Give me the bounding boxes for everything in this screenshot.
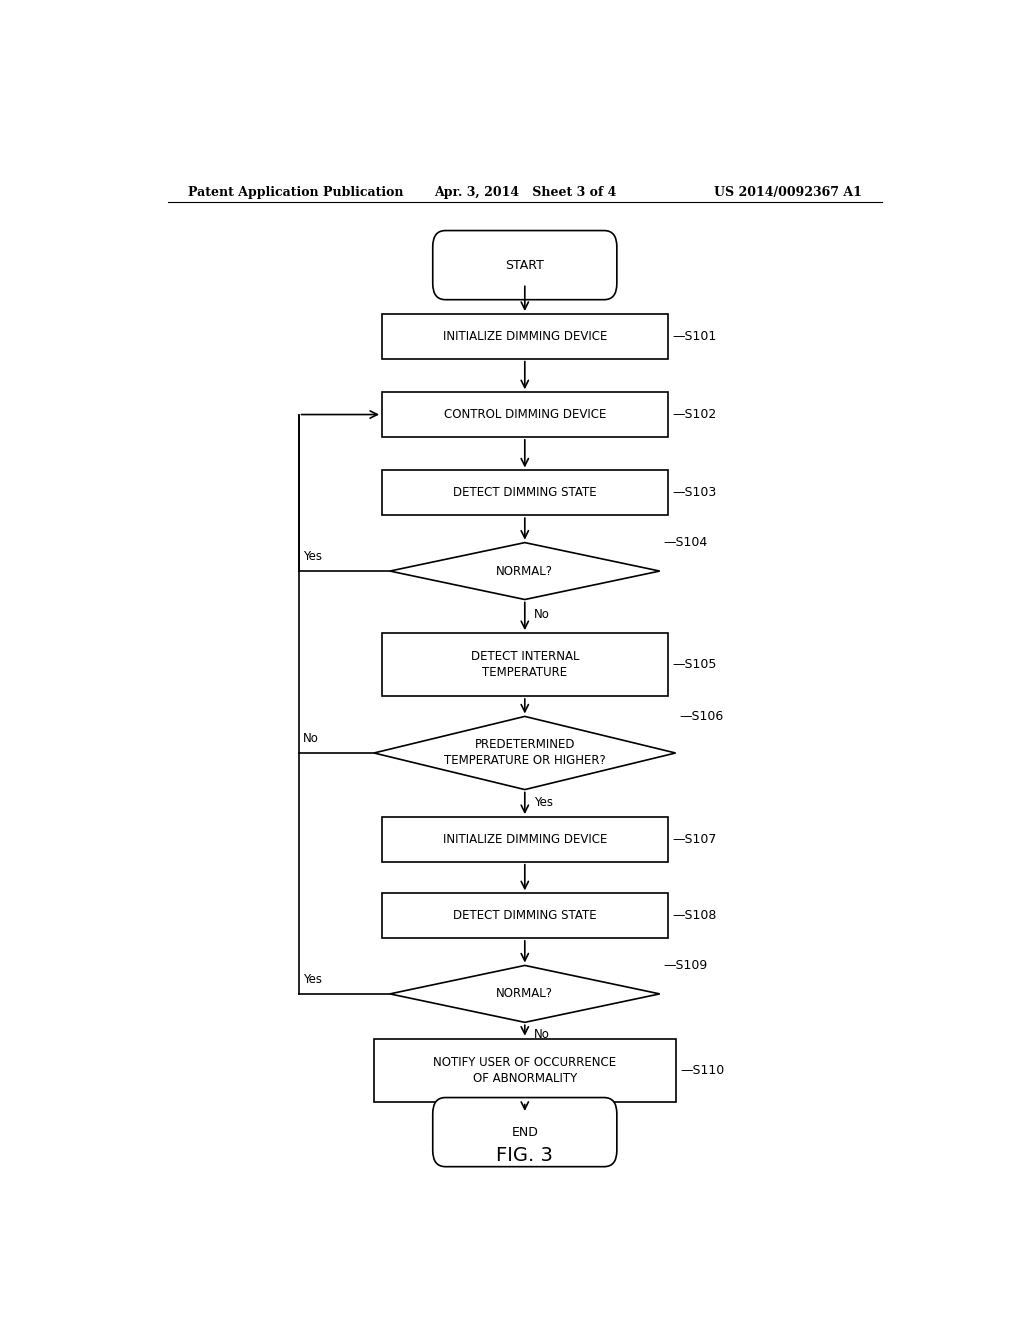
Text: —S104: —S104 bbox=[664, 536, 708, 549]
FancyBboxPatch shape bbox=[374, 1039, 676, 1102]
FancyBboxPatch shape bbox=[382, 817, 668, 862]
FancyBboxPatch shape bbox=[382, 314, 668, 359]
Polygon shape bbox=[390, 543, 659, 599]
Text: No: No bbox=[535, 1028, 550, 1041]
FancyBboxPatch shape bbox=[382, 470, 668, 515]
Text: INITIALIZE DIMMING DEVICE: INITIALIZE DIMMING DEVICE bbox=[442, 330, 607, 343]
Text: DETECT DIMMING STATE: DETECT DIMMING STATE bbox=[453, 909, 597, 923]
FancyBboxPatch shape bbox=[382, 894, 668, 939]
FancyBboxPatch shape bbox=[433, 231, 616, 300]
Text: —S102: —S102 bbox=[673, 408, 717, 421]
Text: —S108: —S108 bbox=[673, 909, 717, 923]
Text: END: END bbox=[511, 1126, 539, 1139]
Text: DETECT DIMMING STATE: DETECT DIMMING STATE bbox=[453, 486, 597, 499]
Text: —S105: —S105 bbox=[673, 659, 717, 671]
Text: US 2014/0092367 A1: US 2014/0092367 A1 bbox=[714, 186, 862, 199]
Text: —S103: —S103 bbox=[673, 486, 717, 499]
Text: Yes: Yes bbox=[535, 796, 553, 809]
Text: PREDETERMINED
TEMPERATURE OR HIGHER?: PREDETERMINED TEMPERATURE OR HIGHER? bbox=[444, 738, 605, 767]
Text: INITIALIZE DIMMING DEVICE: INITIALIZE DIMMING DEVICE bbox=[442, 833, 607, 846]
Text: Yes: Yes bbox=[303, 973, 322, 986]
Text: NORMAL?: NORMAL? bbox=[497, 987, 553, 1001]
Text: No: No bbox=[303, 731, 318, 744]
Text: START: START bbox=[506, 259, 544, 272]
Polygon shape bbox=[374, 717, 676, 789]
Text: Patent Application Publication: Patent Application Publication bbox=[187, 186, 403, 199]
FancyBboxPatch shape bbox=[382, 392, 668, 437]
FancyBboxPatch shape bbox=[382, 634, 668, 696]
Polygon shape bbox=[390, 965, 659, 1022]
Text: CONTROL DIMMING DEVICE: CONTROL DIMMING DEVICE bbox=[443, 408, 606, 421]
Text: —S101: —S101 bbox=[673, 330, 717, 343]
FancyBboxPatch shape bbox=[433, 1097, 616, 1167]
Text: —S106: —S106 bbox=[680, 710, 724, 723]
Text: —S109: —S109 bbox=[664, 958, 708, 972]
Text: Yes: Yes bbox=[303, 550, 322, 562]
Text: DETECT INTERNAL
TEMPERATURE: DETECT INTERNAL TEMPERATURE bbox=[471, 649, 579, 678]
Text: —S107: —S107 bbox=[673, 833, 717, 846]
Text: Apr. 3, 2014   Sheet 3 of 4: Apr. 3, 2014 Sheet 3 of 4 bbox=[433, 186, 616, 199]
Text: No: No bbox=[535, 607, 550, 620]
Text: NOTIFY USER OF OCCURRENCE
OF ABNORMALITY: NOTIFY USER OF OCCURRENCE OF ABNORMALITY bbox=[433, 1056, 616, 1085]
Text: NORMAL?: NORMAL? bbox=[497, 565, 553, 578]
Text: —S110: —S110 bbox=[680, 1064, 725, 1077]
Text: FIG. 3: FIG. 3 bbox=[497, 1146, 553, 1164]
